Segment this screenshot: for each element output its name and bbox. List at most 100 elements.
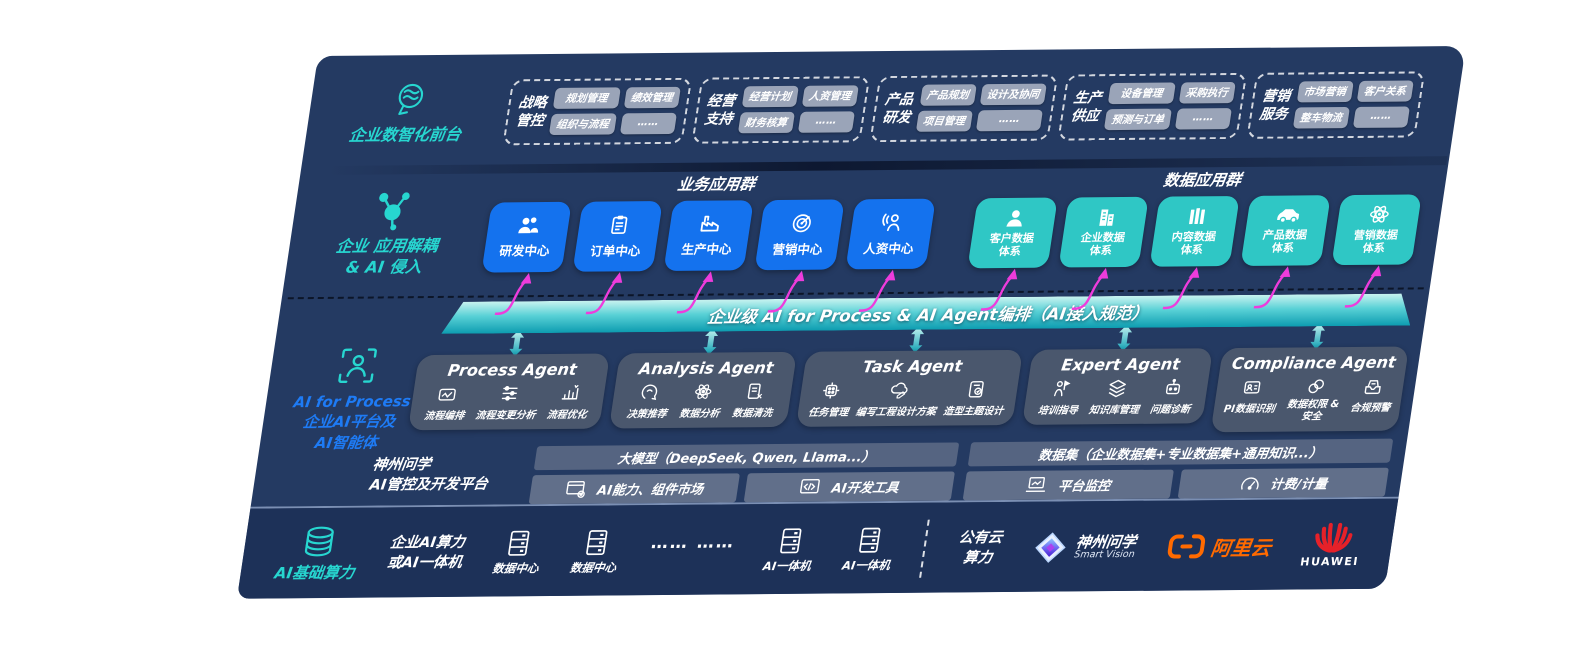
- ai-process-label: AI for Process 企业AI平台及 AI智能体: [292, 392, 413, 452]
- card-enterprise-data: 企业数据体系: [1057, 196, 1150, 310]
- double-arrow-icon: [1310, 323, 1326, 350]
- chip: 市场营销: [1296, 81, 1354, 103]
- dev-tools-bar: AI开发工具: [743, 471, 955, 503]
- magenta-arrow: [767, 270, 805, 313]
- data-permission-icon: [1308, 379, 1324, 394]
- compliance-alert-icon: [1364, 380, 1382, 395]
- agent-title: Analysis Agent: [637, 358, 775, 379]
- ai-brain-icon: [398, 83, 424, 115]
- front-office-band: 企业数智化前台 战略 管控 规划管理 绩效管理 组织与流程 …… 经营 支持 经营计…: [302, 46, 1466, 166]
- magenta-arrow: [1162, 266, 1200, 309]
- enterprise-compute-label: 企业AI算力 或AI一体机: [386, 534, 467, 572]
- node-datacenter-2: 数据中心: [569, 528, 622, 575]
- group-product: 产品 研发 产品规划 设计及协同 项目管理 ……: [868, 74, 1059, 142]
- card-rd-center: 研发中心: [480, 201, 573, 315]
- team-icon: [518, 217, 539, 234]
- pi-recognition-icon: [1244, 381, 1261, 394]
- node-ai-appliance-1: AI一体机: [762, 526, 817, 573]
- task-manage-icon: [823, 382, 840, 399]
- compliance-agent: Compliance Agent PI数据识别 数据权限 & 安全 合规预: [1210, 323, 1412, 433]
- vertical-dashed-divider: [919, 519, 931, 578]
- front-office-label: 企业数智化前台: [347, 124, 463, 145]
- diagnosis-icon: [1166, 378, 1181, 395]
- ai-market-icon: [565, 481, 585, 498]
- card-hr-center: 人资中心: [844, 198, 937, 312]
- agent-title: Compliance Agent: [1230, 352, 1398, 374]
- magenta-arrow: [980, 268, 1018, 311]
- double-arrow-icon: [909, 326, 924, 353]
- chip: ……: [1174, 108, 1232, 130]
- magenta-arrow: [1071, 267, 1109, 310]
- double-arrow-icon: [508, 330, 524, 357]
- agent-title: Process Agent: [446, 359, 579, 380]
- magenta-arrow: [585, 271, 623, 314]
- card-customer-data: 客户数据体系: [966, 197, 1059, 311]
- production-icon: [700, 215, 719, 232]
- magenta-arrow: [676, 270, 714, 313]
- chip: 产品规划: [919, 84, 977, 107]
- design-doc-icon: [890, 382, 908, 399]
- molecule-icon: [378, 192, 410, 231]
- vendor-smartvision-logo: 神州问学 Smart Vision: [1030, 529, 1139, 566]
- magenta-arrow: [494, 272, 532, 315]
- database-icon: [304, 526, 334, 557]
- card-production-center: 生产中心: [662, 199, 755, 313]
- node-datacenter-1: 数据中心: [491, 529, 544, 576]
- person-scan-icon: [338, 348, 377, 384]
- theme-design-icon: [969, 381, 985, 398]
- model-group: 大模型（DeepSeek, Qwen, Llama...） AI能力、组件市场 …: [528, 442, 960, 505]
- chip: 绩效管理: [623, 87, 681, 109]
- data-clean-icon: [747, 383, 763, 399]
- chip: ……: [619, 113, 677, 135]
- chip: 设计及协同: [979, 83, 1047, 106]
- data-analysis-icon: [694, 384, 711, 399]
- content-columns-icon: [1188, 208, 1205, 224]
- clipboard-icon: [611, 215, 628, 234]
- apps-label-block: 企业 应用解耦 & AI 侵入: [282, 173, 495, 294]
- ai-platform-band: 企业级 AI for Process & AI Agent编排（AI接入规范） …: [251, 284, 1431, 506]
- chip: 整车物流: [1292, 107, 1350, 129]
- group-strategy: 战略 管控 规划管理 绩效管理 组织与流程 ……: [502, 77, 692, 146]
- customer-icon: [1005, 210, 1022, 227]
- infra-label: AI基础算力: [273, 563, 356, 583]
- target-icon: [792, 213, 811, 232]
- infra-label-block: AI基础算力: [273, 525, 361, 584]
- gauge-icon: [1240, 477, 1259, 490]
- server-icon: [508, 530, 531, 556]
- chip: 规划管理: [552, 87, 621, 110]
- agent-title: Expert Agent: [1060, 354, 1182, 375]
- decision-icon: [641, 384, 657, 400]
- analysis-agent: Analysis Agent 决策推荐 数据分析 数据清洗: [608, 328, 800, 429]
- agents-row: Process Agent 流程编排 流程变更分析 流程优化: [407, 323, 1413, 439]
- server-icon: [586, 529, 608, 555]
- group-marketing: 营销 服务 市场营销 客户关系 整车物流 ……: [1245, 71, 1425, 139]
- flow-change-icon: [501, 386, 518, 401]
- aliyun-bracket-icon: [1167, 534, 1205, 559]
- magenta-arrow: [1344, 265, 1382, 308]
- atom-icon: [1369, 206, 1389, 224]
- chip: 预测与订单: [1103, 108, 1172, 131]
- chip: ……: [797, 111, 855, 134]
- server-icon: [780, 527, 802, 553]
- flow-optimize-icon: [561, 385, 579, 400]
- chip: 采购执行: [1178, 82, 1236, 104]
- chip: 经营计划: [741, 86, 799, 108]
- enterprise-building-icon: [1098, 209, 1114, 226]
- chip: 人资管理: [801, 85, 859, 108]
- server-icon: [859, 527, 881, 553]
- smartvision-diamond-icon: [1035, 532, 1066, 563]
- front-office-groups: 战略 管控 规划管理 绩效管理 组织与流程 …… 经营 支持 经营计划 人资管理 财…: [502, 71, 1450, 146]
- dataset-group: 数据集（企业数据集+专业数据集+通用知识...） 平台监控 计费/计量: [962, 438, 1394, 501]
- diagram-panel: 企业数智化前台 战略 管控 规划管理 绩效管理 组织与流程 …… 经营 支持 经营计…: [236, 45, 1466, 599]
- metering-bar: 计费/计量: [1177, 467, 1389, 499]
- hr-person-icon: [882, 213, 900, 231]
- chip: 组织与流程: [548, 113, 617, 136]
- magenta-arrow: [1253, 265, 1291, 308]
- huawei-flower-icon: [1314, 522, 1353, 553]
- flow-orchestration-icon: [438, 388, 457, 401]
- car-icon: [1276, 209, 1299, 224]
- agent-title: Task Agent: [861, 356, 964, 377]
- node-ai-appliance-2: AI一体机: [841, 525, 896, 572]
- chip: ……: [1352, 106, 1410, 129]
